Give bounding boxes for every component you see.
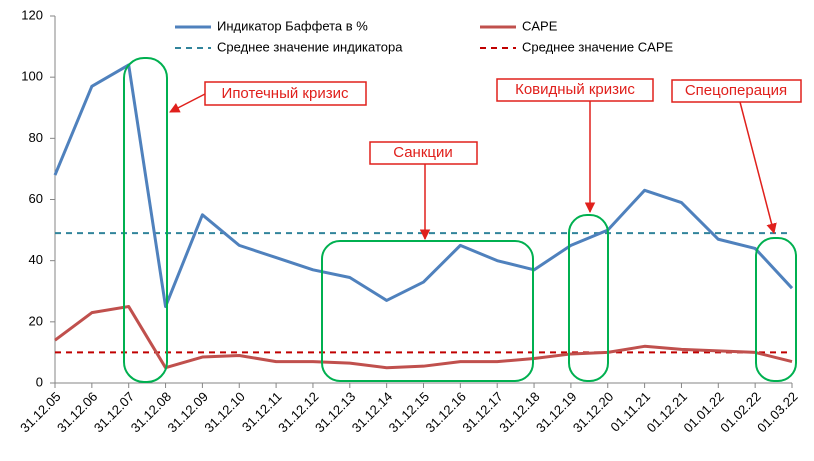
annotation-box [204,81,367,106]
series-line [53,63,794,309]
annotation-text: Санкции [393,144,453,161]
y-tick-label: 40 [29,252,43,267]
plot-area: 02040608010012031.12.0531.12.0631.12.073… [17,7,800,435]
annotations [169,78,802,241]
annotation-text: Ипотечный кризис [222,85,349,102]
highlight-ellipse [755,237,797,382]
legend-label: Среднее значение индикатора [217,39,403,54]
y-tick-label: 20 [29,313,43,328]
legend-label: Среднее значение CAPE [522,39,673,54]
annotation-text: Ковидный кризис [515,81,635,98]
y-tick-label: 100 [21,69,43,84]
annotation-arrow [169,93,206,113]
highlights [123,57,797,383]
legend-label: CAPE [522,18,558,33]
annotation-arrow [739,101,777,235]
annotation-box [496,78,654,102]
highlight-ellipse [123,57,168,383]
x-tick-label: 31.12.20 [570,389,616,435]
y-tick-label: 60 [29,191,43,206]
legend-label: Индикатор Баффета в % [217,18,368,33]
x-tick-label: 01.03.22 [754,389,800,435]
highlight-ellipse [568,214,609,382]
series-line [54,305,793,370]
annotation-box [671,79,802,103]
y-tick-label: 0 [36,374,43,389]
y-tick-label: 120 [21,7,43,22]
annotation-text: Спецоперация [685,82,787,99]
highlight-ellipse [321,240,534,382]
y-tick-label: 80 [29,130,43,145]
x-tick-label: 31.12.10 [201,389,247,435]
annotation-box [369,141,478,165]
